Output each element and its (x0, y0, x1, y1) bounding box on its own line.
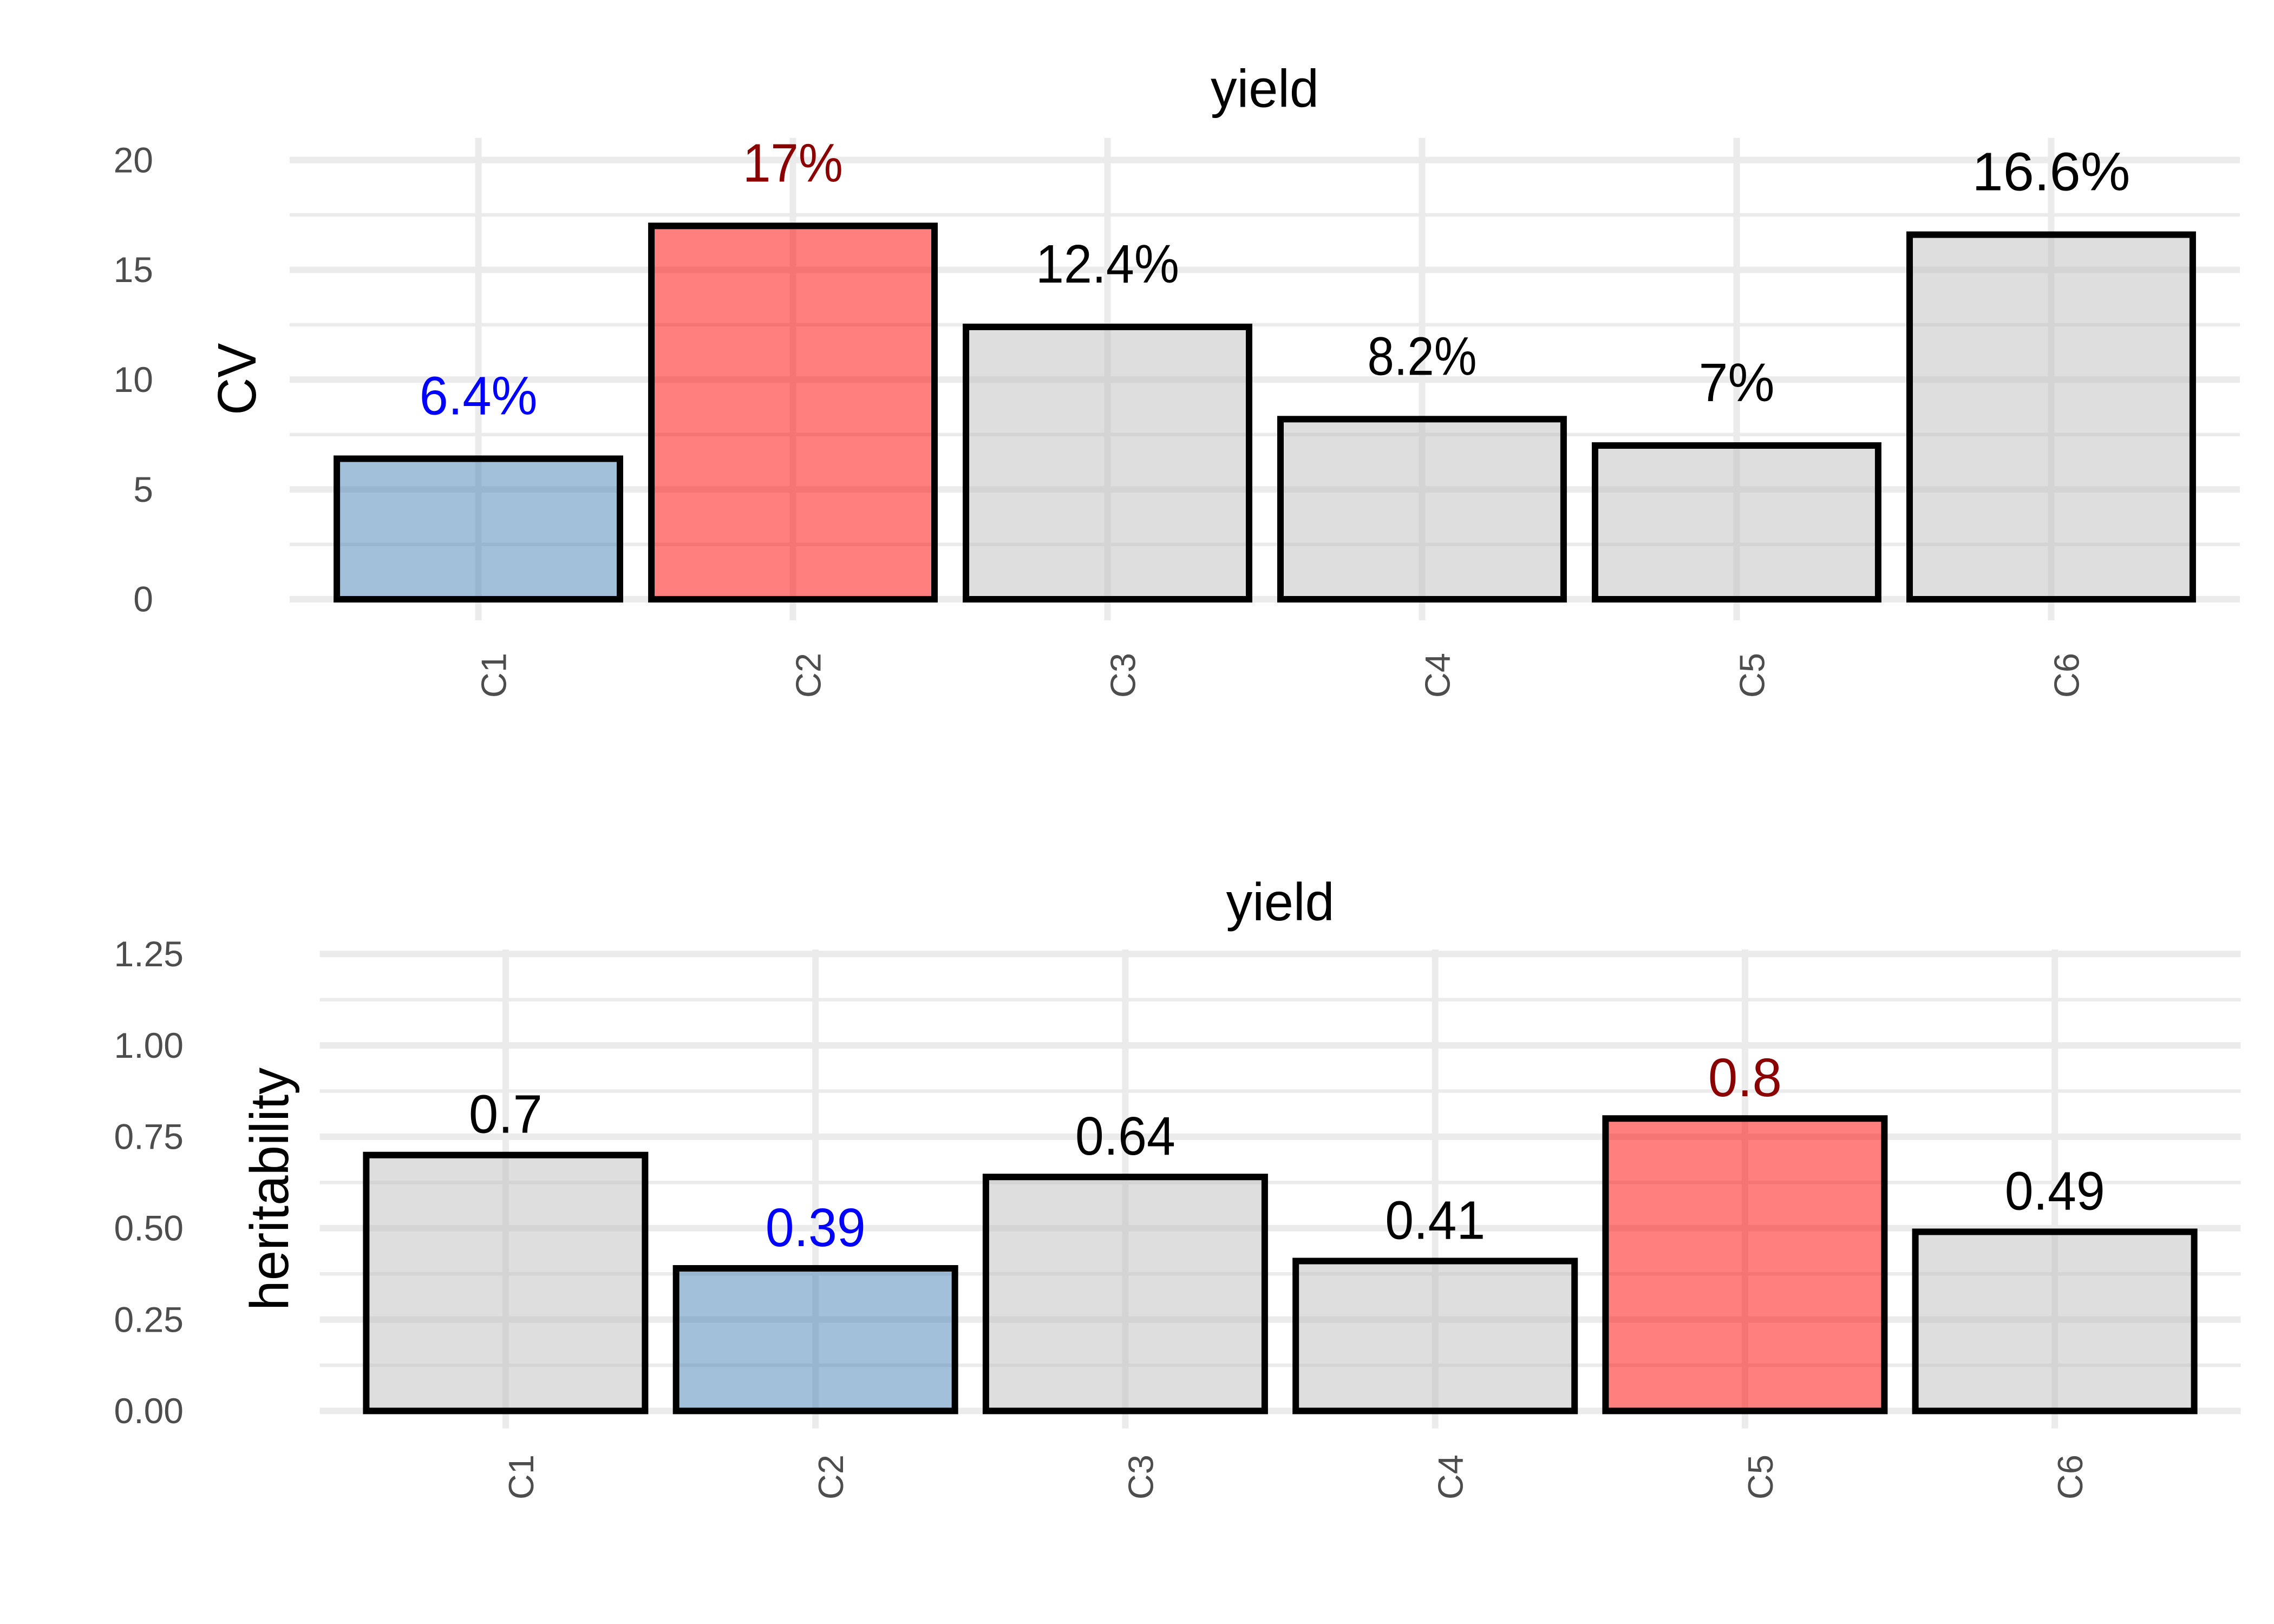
svg-text:7%: 7% (1699, 352, 1775, 413)
svg-text:C6: C6 (2047, 653, 2086, 698)
svg-text:C4: C4 (1418, 653, 1458, 698)
svg-text:0.41: 0.41 (1385, 1190, 1485, 1250)
svg-text:0.7: 0.7 (469, 1084, 543, 1145)
svg-text:yield: yield (1211, 59, 1319, 119)
svg-text:6.4%: 6.4% (420, 365, 538, 426)
svg-text:5: 5 (133, 469, 153, 509)
svg-text:0.49: 0.49 (2005, 1161, 2105, 1221)
svg-text:CV: CV (207, 343, 267, 415)
svg-text:C4: C4 (1431, 1455, 1471, 1499)
svg-text:16.6%: 16.6% (1972, 142, 2130, 202)
svg-text:0: 0 (133, 579, 153, 619)
svg-text:C3: C3 (1103, 653, 1143, 698)
svg-text:1.00: 1.00 (114, 1025, 184, 1065)
svg-text:0.50: 0.50 (114, 1208, 184, 1248)
svg-text:C1: C1 (474, 653, 514, 698)
svg-text:15: 15 (114, 250, 153, 290)
svg-text:C1: C1 (501, 1455, 541, 1499)
svg-text:8.2%: 8.2% (1368, 326, 1477, 387)
svg-text:C6: C6 (2050, 1455, 2090, 1499)
svg-text:0.39: 0.39 (766, 1197, 866, 1258)
svg-text:17%: 17% (743, 133, 843, 193)
svg-text:0.8: 0.8 (1708, 1047, 1782, 1108)
svg-text:C2: C2 (789, 653, 828, 698)
svg-text:0.00: 0.00 (114, 1391, 184, 1431)
svg-text:0.64: 0.64 (1075, 1106, 1175, 1167)
svg-text:yield: yield (1226, 872, 1335, 932)
svg-text:12.4%: 12.4% (1036, 234, 1179, 294)
svg-text:0.75: 0.75 (114, 1117, 184, 1157)
svg-text:20: 20 (114, 140, 153, 180)
svg-text:heritability: heritability (239, 1068, 300, 1311)
svg-text:C3: C3 (1121, 1455, 1160, 1499)
svg-text:0.25: 0.25 (114, 1299, 184, 1339)
svg-text:C2: C2 (811, 1455, 851, 1499)
svg-text:C5: C5 (1741, 1455, 1780, 1499)
svg-text:C5: C5 (1733, 653, 1772, 698)
svg-text:1.25: 1.25 (114, 934, 184, 974)
svg-text:10: 10 (114, 359, 153, 400)
